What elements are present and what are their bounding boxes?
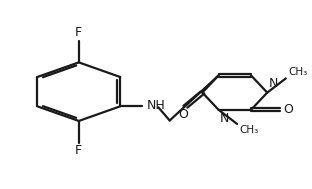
Text: NH: NH bbox=[147, 99, 165, 112]
Text: F: F bbox=[75, 26, 82, 39]
Text: N: N bbox=[220, 112, 230, 125]
Text: CH₃: CH₃ bbox=[288, 67, 308, 77]
Text: O: O bbox=[284, 103, 293, 116]
Text: O: O bbox=[178, 108, 188, 121]
Text: CH₃: CH₃ bbox=[240, 125, 259, 135]
Text: F: F bbox=[75, 144, 82, 157]
Text: N: N bbox=[269, 77, 278, 90]
